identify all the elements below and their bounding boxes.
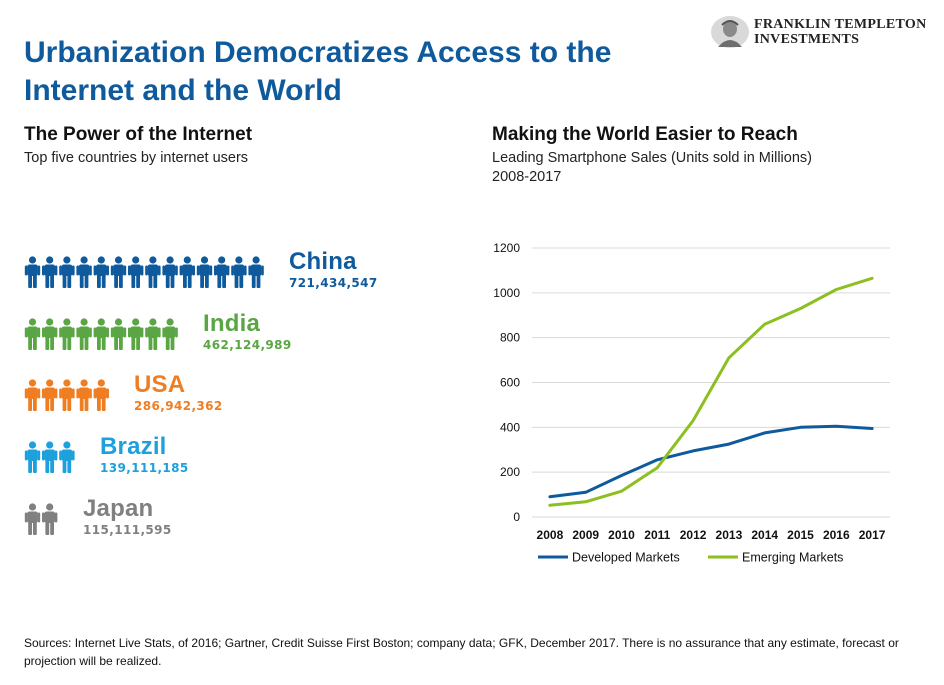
page-title: Urbanization Democratizes Access to the …	[24, 36, 612, 107]
people-icons	[24, 503, 61, 535]
person-icon	[128, 318, 144, 350]
smartphone-sales-chart: 0 200 400 600 800 1000 1200 2008 2009 2010 2011 201…	[493, 241, 890, 565]
right-section-title: Making the World Easier to Reach	[492, 124, 798, 145]
legend-label: Emerging Markets	[742, 551, 843, 565]
y-tick-label: 1200	[493, 241, 520, 255]
y-tick-label: 800	[500, 331, 520, 345]
x-tick-label: 2010	[608, 528, 635, 542]
x-tick-label: 2009	[572, 528, 599, 542]
x-tick-label: 2016	[823, 528, 850, 542]
x-tick-label: 2014	[751, 528, 778, 542]
country-name: India	[203, 310, 261, 337]
person-icon	[76, 379, 92, 411]
person-icon	[93, 318, 109, 350]
series-line-emerging-markets	[548, 276, 874, 507]
y-tick-label: 600	[500, 376, 520, 390]
brand-name: FRANKLIN TEMPLETON	[754, 17, 927, 32]
person-icon	[76, 318, 92, 350]
people-icons	[24, 441, 78, 473]
people-icons	[24, 256, 267, 288]
series-line-developed-markets	[548, 424, 874, 499]
person-icon	[162, 256, 178, 288]
right-section-subtitle: Leading Smartphone Sales (Units sold in …	[492, 149, 892, 187]
person-icon	[59, 256, 75, 288]
person-icon	[93, 379, 109, 411]
person-icon	[42, 503, 58, 535]
legend-label: Developed Markets	[572, 551, 680, 565]
person-icon	[42, 256, 58, 288]
y-tick-label: 1000	[493, 286, 520, 300]
country-user-count: 139,111,185	[100, 461, 189, 475]
person-icon	[42, 441, 58, 473]
person-icon	[93, 256, 109, 288]
person-icon	[59, 441, 75, 473]
person-icon	[59, 379, 75, 411]
person-icon	[196, 256, 213, 288]
person-icon	[76, 256, 92, 288]
chart-subtitle-line2: 2008-2017	[492, 169, 562, 185]
people-icons	[24, 318, 181, 350]
brand-subname: INVESTMENTS	[754, 32, 860, 47]
country-user-count: 115,111,595	[83, 523, 172, 537]
person-icon	[179, 256, 195, 288]
country-name: Brazil	[100, 433, 167, 460]
person-icon	[162, 318, 178, 350]
y-tick-label: 200	[500, 465, 520, 479]
x-tick-label: 2012	[680, 528, 707, 542]
y-tick-label: 0	[513, 510, 520, 524]
country-user-count: 286,942,362	[134, 399, 223, 413]
person-icon	[128, 256, 144, 288]
person-icon	[24, 441, 41, 473]
sources-footnote: Sources: Internet Live Stats, of 2016; G…	[24, 636, 899, 668]
x-tick-label: 2008	[537, 528, 564, 542]
person-icon	[42, 379, 58, 411]
person-icon	[24, 318, 41, 350]
x-tick-label: 2013	[716, 528, 743, 542]
chart-subtitle-line1: Leading Smartphone Sales (Units sold in …	[492, 150, 812, 166]
person-icon	[248, 256, 264, 288]
people-icons	[24, 379, 112, 411]
person-icon	[59, 318, 75, 350]
left-section-title: The Power of the Internet	[24, 124, 253, 145]
x-tick-label: 2011	[644, 528, 670, 542]
person-icon	[145, 256, 161, 288]
person-icon	[42, 318, 58, 350]
country-user-count: 721,434,547	[289, 276, 378, 290]
x-tick-label: 2017	[859, 528, 886, 542]
person-icon	[24, 379, 41, 411]
person-icon	[145, 318, 161, 350]
country-name: Japan	[83, 495, 154, 522]
country-name: China	[289, 248, 357, 275]
y-tick-label: 400	[500, 420, 520, 434]
person-icon	[231, 256, 247, 288]
person-icon	[24, 256, 41, 288]
person-icon	[214, 256, 230, 288]
person-icon	[110, 256, 127, 288]
x-tick-label: 2015	[787, 528, 814, 542]
person-icon	[24, 503, 41, 535]
left-section-subtitle: Top five countries by internet users	[24, 150, 249, 166]
franklin-portrait-icon	[711, 16, 749, 48]
country-name: USA	[134, 371, 186, 398]
country-user-count: 462,124,989	[203, 338, 292, 352]
person-icon	[110, 318, 127, 350]
brand-logo: FRANKLIN TEMPLETON INVESTMENTS	[710, 15, 935, 49]
